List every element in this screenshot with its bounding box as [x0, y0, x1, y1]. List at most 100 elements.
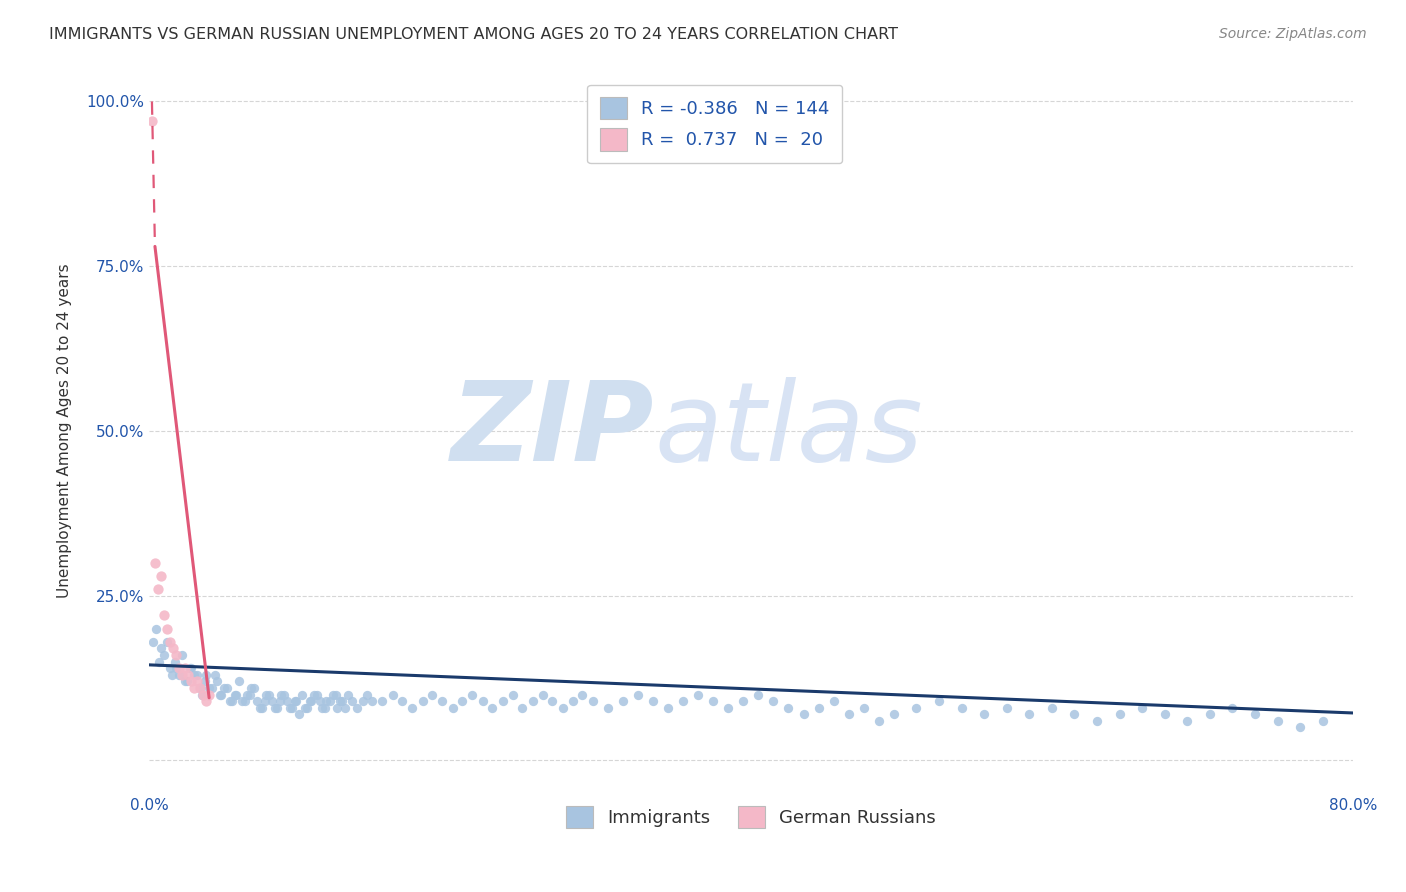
- Point: [491, 694, 513, 708]
- Point: [170, 667, 193, 681]
- Point: [239, 688, 262, 702]
- Point: [204, 667, 226, 681]
- Point: [188, 681, 211, 695]
- Point: [326, 700, 349, 714]
- Point: [153, 648, 176, 662]
- Point: [792, 707, 814, 722]
- Point: [1198, 707, 1220, 722]
- Point: [159, 634, 181, 648]
- Point: [502, 688, 524, 702]
- Point: [180, 661, 202, 675]
- Point: [198, 681, 221, 695]
- Point: [1108, 707, 1130, 722]
- Point: [551, 700, 574, 714]
- Point: [883, 707, 905, 722]
- Point: [165, 648, 187, 662]
- Point: [273, 688, 295, 702]
- Point: [142, 634, 165, 648]
- Point: [717, 700, 740, 714]
- Point: [432, 694, 454, 708]
- Point: [325, 688, 347, 702]
- Point: [627, 688, 650, 702]
- Point: [233, 694, 256, 708]
- Point: [318, 694, 340, 708]
- Point: [221, 694, 243, 708]
- Point: [170, 648, 193, 662]
- Point: [510, 700, 533, 714]
- Point: [149, 569, 172, 583]
- Point: [1289, 721, 1312, 735]
- Point: [191, 688, 214, 702]
- Text: ZIP: ZIP: [451, 377, 655, 484]
- Point: [973, 707, 995, 722]
- Point: [823, 694, 845, 708]
- Text: IMMIGRANTS VS GERMAN RUSSIAN UNEMPLOYMENT AMONG AGES 20 TO 24 YEARS CORRELATION : IMMIGRANTS VS GERMAN RUSSIAN UNEMPLOYMEN…: [49, 27, 898, 42]
- Point: [541, 694, 564, 708]
- Point: [262, 694, 284, 708]
- Point: [1085, 714, 1108, 728]
- Point: [190, 688, 212, 702]
- Point: [246, 694, 269, 708]
- Text: Source: ZipAtlas.com: Source: ZipAtlas.com: [1219, 27, 1367, 41]
- Point: [762, 694, 785, 708]
- Point: [240, 681, 263, 695]
- Point: [1312, 714, 1334, 728]
- Point: [441, 700, 464, 714]
- Point: [356, 688, 378, 702]
- Point: [1222, 700, 1244, 714]
- Point: [225, 688, 247, 702]
- Point: [153, 608, 176, 623]
- Point: [733, 694, 755, 708]
- Point: [807, 700, 830, 714]
- Point: [156, 622, 179, 636]
- Point: [311, 700, 333, 714]
- Point: [183, 667, 205, 681]
- Point: [747, 688, 769, 702]
- Point: [259, 688, 281, 702]
- Point: [472, 694, 495, 708]
- Point: [180, 674, 202, 689]
- Point: [1153, 707, 1175, 722]
- Point: [1244, 707, 1267, 722]
- Point: [391, 694, 413, 708]
- Point: [571, 688, 593, 702]
- Point: [360, 694, 382, 708]
- Point: [217, 681, 239, 695]
- Point: [531, 688, 554, 702]
- Point: [143, 556, 166, 570]
- Point: [1175, 714, 1198, 728]
- Point: [291, 688, 314, 702]
- Point: [304, 688, 326, 702]
- Point: [315, 694, 337, 708]
- Point: [285, 694, 308, 708]
- Point: [146, 582, 169, 596]
- Point: [321, 688, 343, 702]
- Point: [281, 700, 304, 714]
- Point: [183, 681, 205, 695]
- Point: [209, 688, 232, 702]
- Point: [253, 694, 276, 708]
- Point: [295, 700, 318, 714]
- Point: [995, 700, 1018, 714]
- Point: [582, 694, 605, 708]
- Point: [562, 694, 585, 708]
- Point: [194, 674, 217, 689]
- Point: [219, 694, 242, 708]
- Legend: Immigrants, German Russians: Immigrants, German Russians: [558, 798, 943, 835]
- Point: [249, 700, 271, 714]
- Point: [852, 700, 875, 714]
- Point: [148, 655, 170, 669]
- Point: [228, 674, 250, 689]
- Point: [162, 641, 184, 656]
- Point: [280, 700, 302, 714]
- Point: [250, 700, 273, 714]
- Point: [235, 688, 257, 702]
- Point: [330, 694, 353, 708]
- Point: [371, 694, 394, 708]
- Point: [641, 694, 664, 708]
- Point: [309, 694, 332, 708]
- Point: [1130, 700, 1153, 714]
- Point: [336, 688, 359, 702]
- Point: [254, 688, 277, 702]
- Point: [340, 694, 363, 708]
